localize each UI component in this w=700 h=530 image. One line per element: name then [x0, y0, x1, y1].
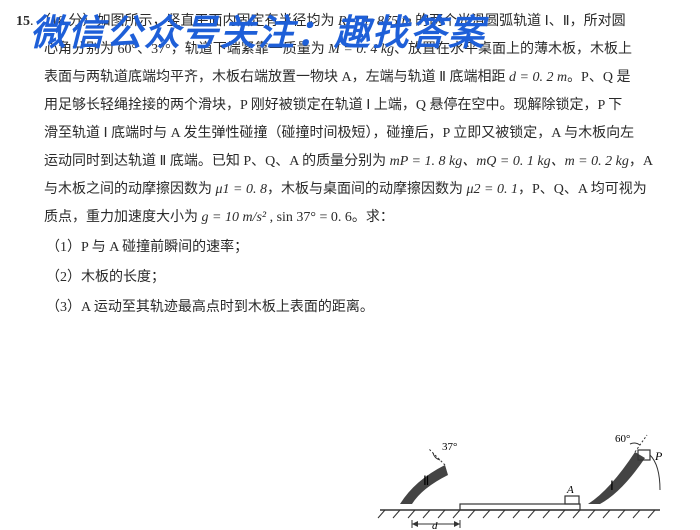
- track-1-label: Ⅰ: [610, 478, 614, 493]
- angle-left-label: 37°: [442, 441, 457, 453]
- block-a-label: A: [566, 484, 574, 496]
- paragraph: 用足够长轻绳拴接的两个滑块，P 刚好被锁定在轨道 Ⅰ 上端，Q 悬停在空中。现解…: [16, 92, 680, 120]
- block-a: [565, 496, 579, 504]
- paragraph: 质点，重力加速度大小为 g = 10 m/s² , sin 37° = 0. 6…: [16, 204, 680, 232]
- sub-question-3: （3）A 运动至其轨迹最高点时到木板上表面的距离。: [16, 294, 680, 322]
- watermark-text: 微信公众号关注：趣找答案: [30, 4, 486, 56]
- arc-track-1: [588, 452, 645, 504]
- physics-diagram: 37° Ⅱ A 60° Ⅰ P d: [360, 430, 680, 530]
- paragraph: 滑至轨道 Ⅰ 底端时与 A 发生弹性碰撞（碰撞时间极短），碰撞后，P 立即又被锁…: [16, 120, 680, 148]
- paragraph: 表面与两轨道底端均平齐，木板右端放置一物块 A，左端与轨道 Ⅱ 底端相距 d =…: [16, 64, 680, 92]
- block-p-label: P: [654, 449, 663, 463]
- question-number: 15: [16, 14, 30, 29]
- plank: [460, 504, 580, 510]
- sub-question-2: （2）木板的长度；: [16, 264, 680, 292]
- sub-question-1: （1）P 与 A 碰撞前瞬间的速率；: [16, 234, 680, 262]
- paragraph: 运动同时到达轨道 Ⅱ 底端。已知 P、Q、A 的质量分别为 mP = 1. 8 …: [16, 148, 680, 176]
- dimension-d-label: d: [432, 520, 438, 530]
- paragraph: 与木板之间的动摩擦因数为 μ1 = 0. 8，木板与桌面间的动摩擦因数为 μ2 …: [16, 176, 680, 204]
- track-2-label: Ⅱ: [423, 473, 429, 488]
- angle-right-label: 60°: [615, 433, 630, 445]
